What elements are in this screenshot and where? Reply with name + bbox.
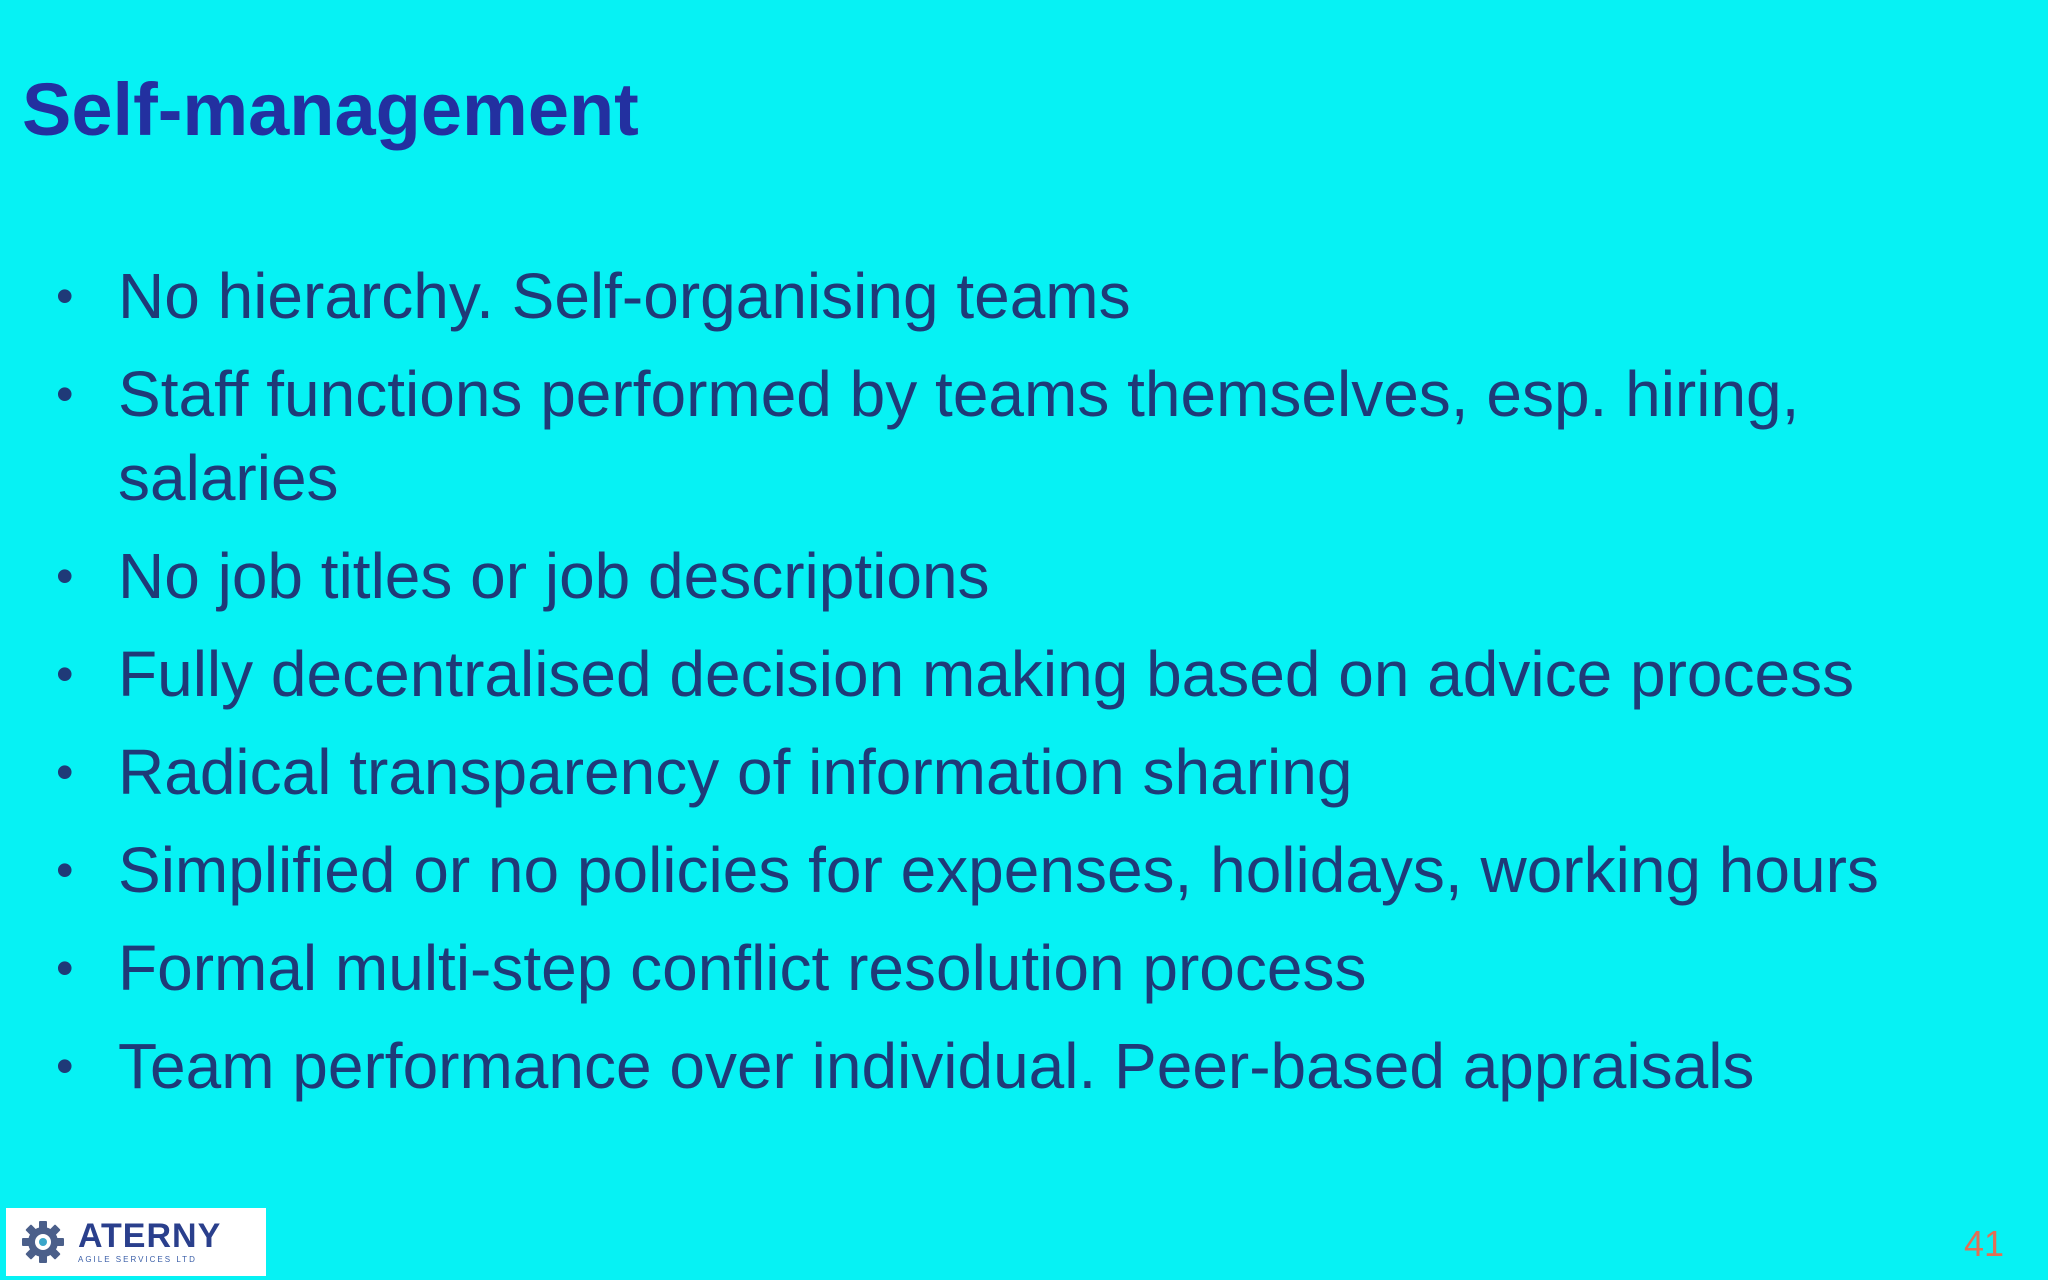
bullet-text: No hierarchy. Self-organising teams: [118, 260, 1131, 332]
bullet-marker: •: [56, 268, 74, 324]
bullet-text: No job titles or job descriptions: [118, 540, 990, 612]
bullet-item: • Team performance over individual. Peer…: [56, 1024, 2016, 1108]
bullet-item: • No job titles or job descriptions: [56, 534, 2016, 618]
bullet-marker: •: [56, 548, 74, 604]
bullet-text: Fully decentralised decision making base…: [118, 638, 1855, 710]
bullet-marker: •: [56, 744, 74, 800]
company-logo: ATERNY AGILE SERVICES LTD: [6, 1208, 266, 1276]
bullet-text: Simplified or no policies for expenses, …: [118, 834, 1879, 906]
bullet-marker: •: [56, 842, 74, 898]
bullet-text: Radical transparency of information shar…: [118, 736, 1353, 808]
bullet-item: • Formal multi-step conflict resolution …: [56, 926, 2016, 1010]
bullet-text: Staff functions performed by teams thems…: [118, 358, 1800, 514]
bullet-marker: •: [56, 940, 74, 996]
bullet-marker: •: [56, 366, 74, 422]
bullet-list: • No hierarchy. Self-organising teams • …: [56, 254, 2016, 1122]
bullet-item: • No hierarchy. Self-organising teams: [56, 254, 2016, 338]
slide-title: Self-management: [22, 68, 639, 151]
bullet-marker: •: [56, 646, 74, 702]
bullet-item: • Fully decentralised decision making ba…: [56, 632, 2016, 716]
logo-name: ATERNY: [78, 1217, 222, 1255]
bullet-marker: •: [56, 1038, 74, 1094]
bullet-item: • Radical transparency of information sh…: [56, 730, 2016, 814]
logo-tagline: AGILE SERVICES LTD: [78, 1255, 197, 1264]
bullet-item: • Simplified or no policies for expenses…: [56, 828, 2016, 912]
bullet-item: • Staff functions performed by teams the…: [56, 352, 2016, 520]
bullet-text: Formal multi-step conflict resolution pr…: [118, 932, 1367, 1004]
bullet-text: Team performance over individual. Peer-b…: [118, 1030, 1755, 1102]
gear-icon: [22, 1221, 64, 1263]
page-number: 41: [1963, 1223, 2004, 1264]
